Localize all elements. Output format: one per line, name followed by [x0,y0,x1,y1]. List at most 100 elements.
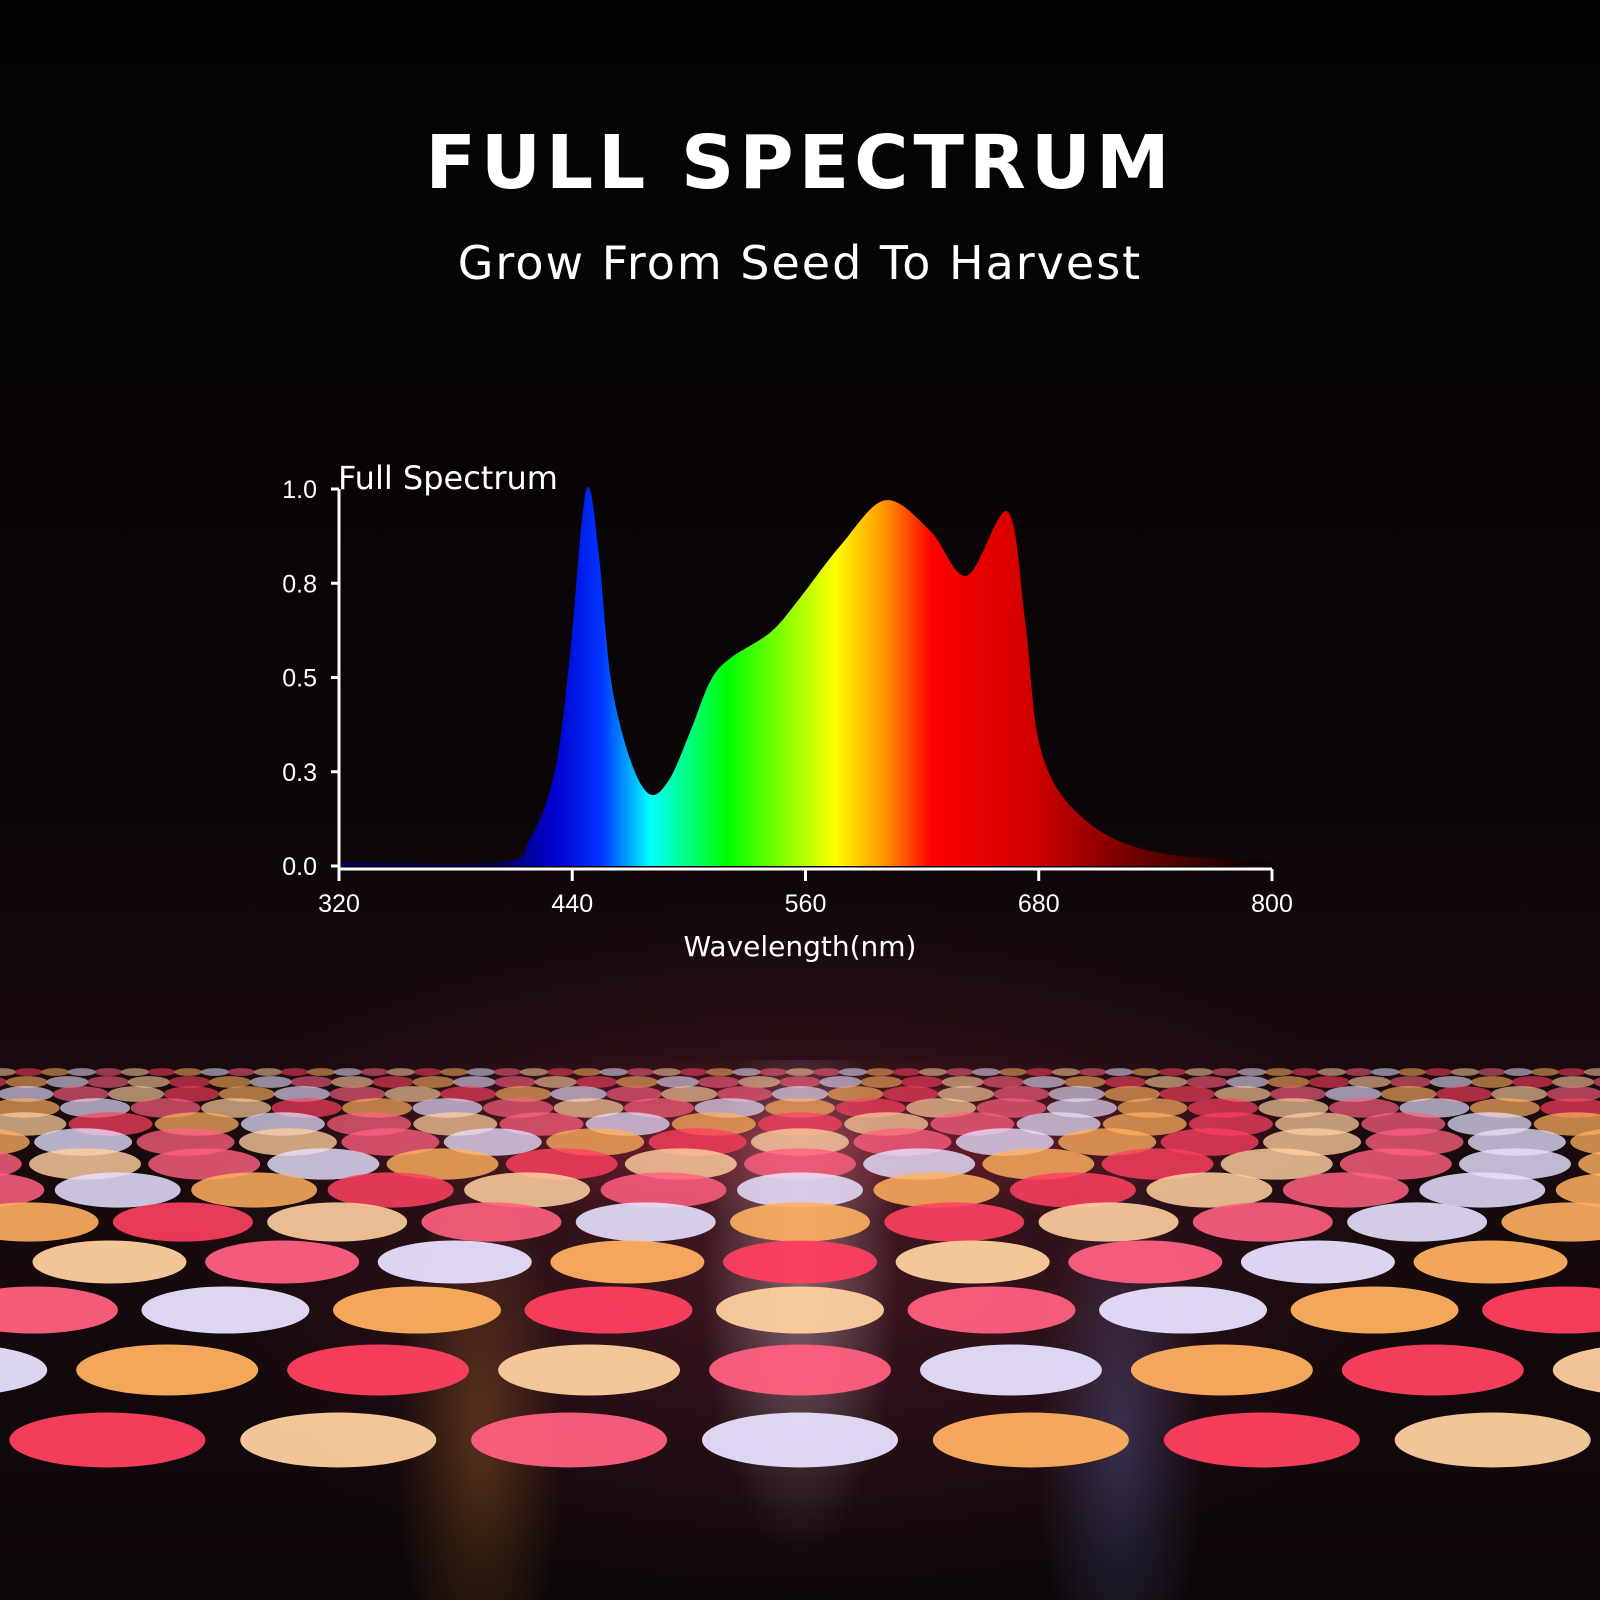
led-light [1578,1151,1600,1177]
led-light [895,1240,1050,1284]
led-light [882,1086,939,1102]
led-light [1105,1068,1134,1076]
chart-title: Full Spectrum [338,459,558,497]
led-light [546,1068,575,1076]
led-light [1552,1076,1595,1088]
led-light [287,1344,470,1396]
led-light [0,1173,45,1207]
led-light [218,1086,275,1102]
led-light [550,1086,607,1102]
led-light [706,1068,735,1076]
led-light [329,1086,386,1102]
led-light [1163,1412,1360,1468]
led-light [267,1148,380,1180]
led-light [443,1128,542,1156]
led-light [907,1286,1076,1334]
led-light [254,1068,282,1076]
led-light [14,1068,43,1076]
led-light [341,1128,440,1156]
led-light [1038,1202,1179,1242]
led-light [387,1068,415,1076]
led-light [624,1148,737,1180]
led-light [737,1172,863,1208]
led-light [982,1148,1095,1180]
led-light [732,1068,761,1076]
led-light [606,1086,663,1102]
led-light [716,1286,884,1334]
led-light [453,1076,496,1088]
led-light [67,1068,96,1076]
led-light [1211,1068,1240,1076]
led-light [1048,1086,1105,1102]
led-light [1419,1172,1546,1208]
led-light [384,1086,441,1102]
led-light [493,1068,522,1076]
led-light [1413,1240,1568,1284]
led-light [141,1286,310,1334]
x-tick-label: 320 [318,890,360,918]
led-light [0,1112,67,1136]
led-light [1145,1076,1188,1088]
led-light [1380,1086,1437,1102]
led-light [498,1344,681,1396]
led-light [1063,1076,1106,1088]
led-light [147,1068,176,1076]
led-light [1226,1076,1269,1088]
led-light [1146,1172,1273,1208]
led-light [860,1076,903,1088]
led-light [471,1412,668,1468]
led-light [679,1068,708,1076]
led-light [865,1068,894,1076]
led-light [702,1412,898,1468]
led-light [333,1068,362,1076]
led-light [1467,1128,1566,1156]
led-light [1158,1068,1187,1076]
led-light [76,1344,259,1396]
led-light [600,1172,727,1208]
led-light [331,1076,374,1088]
led-light [972,1068,1001,1076]
led-light [624,1098,695,1118]
led-light [656,1076,699,1088]
led-light [1347,1202,1488,1242]
led-light [34,1128,133,1156]
led-light [1052,1068,1080,1076]
y-tick-label: 0.8 [282,570,317,598]
led-light [599,1068,628,1076]
led-light [1555,1173,1600,1207]
led-light [9,1412,206,1468]
led-light [0,1077,8,1087]
led-light [191,1172,318,1208]
led-light [772,1086,828,1102]
led-light [1491,1086,1548,1102]
led-light [723,1240,877,1284]
led-light [0,1086,54,1102]
led-light [1424,1068,1453,1076]
led-light [1220,1148,1333,1180]
led-light [1009,1172,1136,1208]
led-light [1435,1086,1492,1102]
led-light [1501,1202,1600,1242]
led-light [1103,1086,1160,1102]
led-light [1025,1068,1054,1076]
led-light [1592,1077,1600,1087]
x-tick-label: 800 [1251,890,1293,918]
led-light [163,1086,220,1102]
led-light [1023,1076,1066,1088]
led-light [534,1076,577,1088]
led-light [945,1068,974,1076]
led-light [1185,1076,1228,1088]
led-light [1267,1076,1310,1088]
led-light [1344,1068,1373,1076]
led-light [1504,1068,1533,1076]
led-light [520,1068,548,1076]
led-light [200,1068,229,1076]
y-tick-label: 1.0 [282,476,317,504]
led-light [1552,1347,1600,1393]
led-light [759,1068,788,1076]
led-light [267,1202,408,1242]
led-light [524,1286,693,1334]
led-light [168,1076,211,1088]
led-light [905,1098,976,1118]
